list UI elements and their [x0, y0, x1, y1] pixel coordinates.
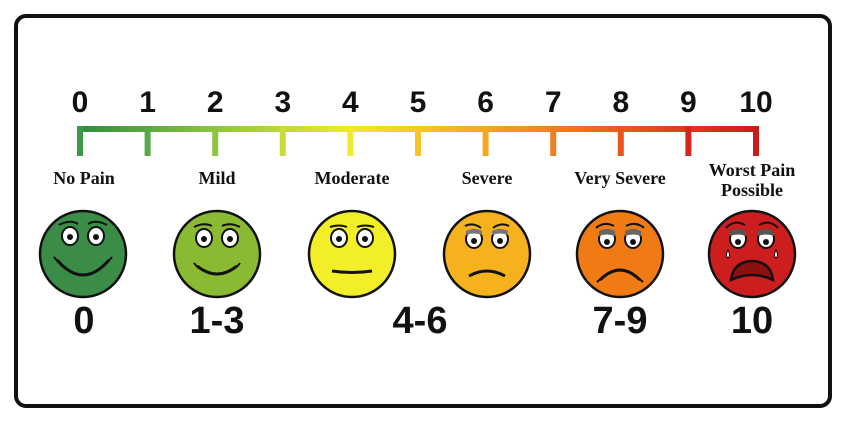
level-label-worst-pain: Worst Pain Possible [709, 160, 796, 200]
mild-face-icon [172, 209, 262, 299]
tick-label-6: 6 [477, 86, 494, 119]
tick-mark-4 [347, 126, 354, 156]
tick-label-3: 3 [274, 86, 292, 119]
severe-face-icon [442, 209, 532, 299]
tick-label-8: 8 [612, 86, 630, 119]
tick-mark-2 [212, 126, 219, 156]
tick-label-10: 10 [739, 86, 773, 119]
tick-mark-8 [617, 126, 624, 156]
level-label-worst-pain-line1: Worst Pain [708, 160, 796, 180]
range-label-4-6: 4-6 [392, 300, 448, 342]
tick-label-2: 2 [206, 86, 224, 119]
tick-label-1: 1 [139, 86, 156, 119]
tick-label-9: 9 [680, 86, 697, 119]
tick-mark-6 [482, 126, 489, 156]
range-label-0: 0 [73, 300, 95, 342]
tick-mark-1 [144, 126, 151, 156]
chart-frame [14, 14, 832, 408]
tick-label-5: 5 [409, 86, 427, 119]
level-label-worst-pain-line2: Possible [720, 180, 784, 200]
tick-mark-7 [550, 126, 557, 156]
level-label-very-severe: Very Severe [574, 168, 666, 188]
moderate-face-icon [307, 209, 397, 299]
no-pain-face-icon [38, 209, 128, 299]
tick-label-0: 0 [71, 86, 89, 119]
level-label-moderate: Moderate [314, 168, 390, 188]
level-label-severe: Severe [461, 168, 513, 188]
range-label-7-9: 7-9 [592, 300, 648, 342]
worst-pain-face-icon [707, 209, 797, 299]
level-label-mild: Mild [198, 168, 236, 188]
level-label-no-pain: No Pain [53, 168, 115, 188]
tick-label-7: 7 [544, 86, 562, 119]
tick-mark-9 [685, 126, 692, 156]
tick-mark-5 [415, 126, 421, 156]
very-severe-face-icon [575, 209, 665, 299]
tick-mark-3 [279, 126, 286, 156]
range-label-1-3: 1-3 [189, 300, 245, 342]
range-label-10: 10 [730, 300, 774, 342]
tick-label-4: 4 [342, 86, 359, 119]
tick-mark-0 [77, 126, 83, 156]
tick-mark-10 [753, 126, 759, 156]
